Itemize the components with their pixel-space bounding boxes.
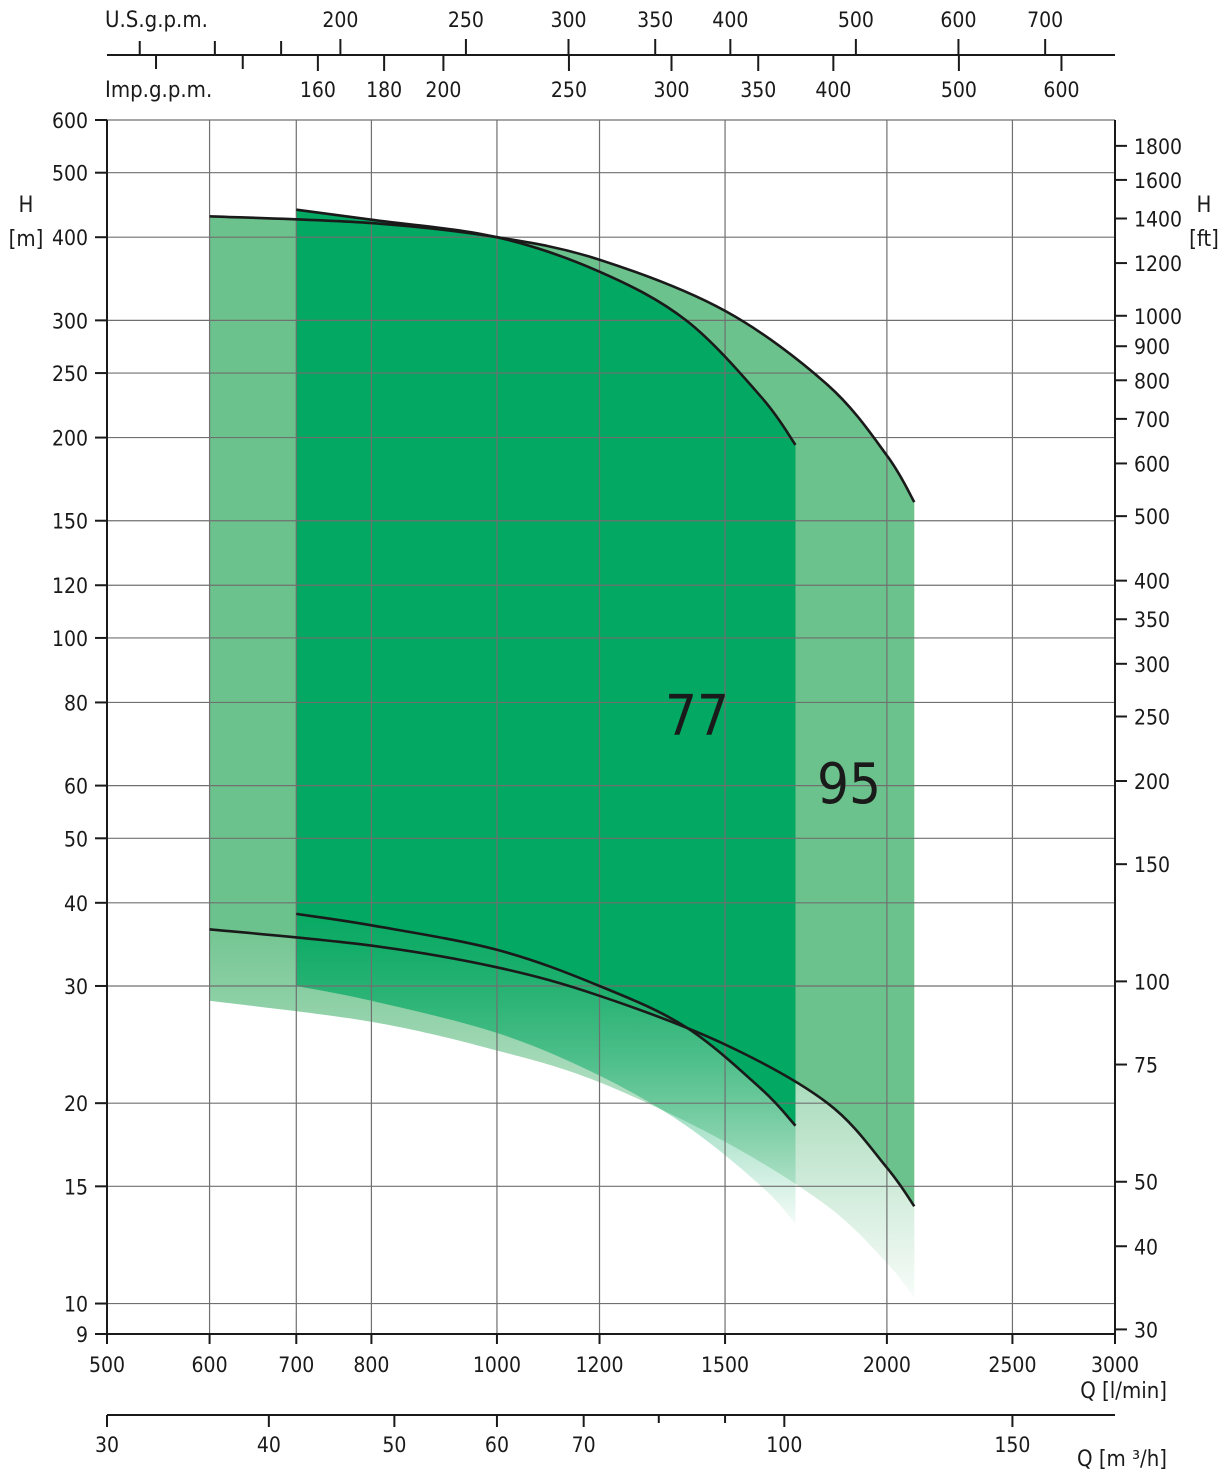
y-left-tick-label-50: 50 xyxy=(64,827,88,851)
impgpm-tick-label-500: 500 xyxy=(941,78,977,102)
y-right-tick-label-40: 40 xyxy=(1134,1235,1158,1259)
zone-95-lower-curve xyxy=(209,928,916,1208)
y-right-tick-label-600: 600 xyxy=(1134,452,1170,476)
x-tick-label-2000: 2000 xyxy=(863,1353,911,1377)
m3h-tick-label-50: 50 xyxy=(382,1433,406,1457)
y-right-tick-label-1800: 1800 xyxy=(1134,135,1182,159)
y-left-title-symbol: H xyxy=(19,193,34,218)
zone-95-upper-curve xyxy=(209,215,916,503)
usgpm-tick-label-400: 400 xyxy=(712,8,748,32)
usgpm-tick-label-300: 300 xyxy=(550,8,586,32)
y-left-tick-label-600: 600 xyxy=(52,109,88,133)
y-right-tick-label-50: 50 xyxy=(1134,1171,1158,1195)
y-left-tick-label-500: 500 xyxy=(52,162,88,186)
y-left-tick-label-150: 150 xyxy=(52,510,88,534)
y-left-tick-label-15: 15 xyxy=(64,1175,88,1199)
y-left-tick-label-200: 200 xyxy=(52,427,88,451)
x-bottom-title: Q [l/min] xyxy=(1080,1379,1167,1404)
tick-labels: 500 600 700 800 1000 1200 1500 2000 2500 3000 30 40… xyxy=(52,8,1182,1457)
impgpm-tick-label-350: 350 xyxy=(740,78,776,102)
y-left-tick-label-300: 300 xyxy=(52,309,88,333)
impgpm-tick-label-600: 600 xyxy=(1043,78,1079,102)
x-m3h-title: Q [m ³/h] xyxy=(1077,1447,1167,1472)
y-right-tick-label-75: 75 xyxy=(1134,1054,1158,1078)
usgpm-tick-label-250: 250 xyxy=(448,8,484,32)
x-tick-label-800: 800 xyxy=(353,1353,389,1377)
usgpm-tick-label-350: 350 xyxy=(637,8,673,32)
impgpm-tick-label-300: 300 xyxy=(653,78,689,102)
y-left-tick-label-120: 120 xyxy=(52,574,88,598)
usgpm-tick-label-500: 500 xyxy=(838,8,874,32)
impgpm-tick-label-250: 250 xyxy=(551,78,587,102)
x-tick-label-700: 700 xyxy=(278,1353,314,1377)
y-left-tick-label-400: 400 xyxy=(52,226,88,250)
y-right-title-symbol: H xyxy=(1197,193,1212,218)
m3h-tick-label-40: 40 xyxy=(257,1433,281,1457)
m3h-tick-label-70: 70 xyxy=(572,1433,596,1457)
x-tick-label-500: 500 xyxy=(89,1353,125,1377)
operating-zones xyxy=(209,209,915,1298)
axes xyxy=(106,54,1116,1416)
y-right-tick-label-1400: 1400 xyxy=(1134,208,1182,232)
x-tick-label-1500: 1500 xyxy=(701,1353,749,1377)
usgpm-tick-label-700: 700 xyxy=(1027,8,1063,32)
zone-95-fade xyxy=(209,929,915,1298)
impgpm-tick-label-160: 160 xyxy=(300,78,336,102)
y-right-tick-label-350: 350 xyxy=(1134,608,1170,632)
zone-77-fade xyxy=(296,913,796,1224)
impgpm-tick-label-200: 200 xyxy=(425,78,461,102)
m3h-tick-label-100: 100 xyxy=(766,1433,802,1457)
zone-77-upper-curve xyxy=(296,208,797,446)
impgpm-tick-label-400: 400 xyxy=(815,78,851,102)
impgpm-tick-label-180: 180 xyxy=(366,78,402,102)
m3h-tick-label-30: 30 xyxy=(95,1433,119,1457)
zone-77-lower-curve xyxy=(296,912,797,1127)
y-left-tick-label-30: 30 xyxy=(64,975,88,999)
usgpm-tick-label-600: 600 xyxy=(940,8,976,32)
y-left-tick-label-100: 100 xyxy=(52,627,88,651)
y-left-title-unit: [m] xyxy=(9,227,44,252)
y-right-title-unit: [ft] xyxy=(1189,227,1219,252)
y-right-tick-label-150: 150 xyxy=(1134,853,1170,877)
x-tick-label-1200: 1200 xyxy=(575,1353,623,1377)
y-left-tick-label-40: 40 xyxy=(64,892,88,916)
y-left-tick-label-60: 60 xyxy=(64,775,88,799)
usgpm-tick-label-200: 200 xyxy=(322,8,358,32)
y-left-tick-label-250: 250 xyxy=(52,362,88,386)
tick-marks xyxy=(95,39,1127,1427)
zone-77-label: 77 xyxy=(665,684,729,749)
y-right-tick-label-800: 800 xyxy=(1134,369,1170,393)
y-right-tick-label-400: 400 xyxy=(1134,570,1170,594)
impgpm-axis-title: Imp.g.p.m. xyxy=(105,78,212,103)
zone-77-area xyxy=(296,209,796,1126)
m3h-tick-label-60: 60 xyxy=(485,1433,509,1457)
y-right-tick-label-300: 300 xyxy=(1134,653,1170,677)
x-tick-label-600: 600 xyxy=(192,1353,228,1377)
y-right-tick-label-1200: 1200 xyxy=(1134,252,1182,276)
x-tick-label-3000: 3000 xyxy=(1091,1353,1139,1377)
y-right-tick-label-1600: 1600 xyxy=(1134,169,1182,193)
y-left-tick-label-80: 80 xyxy=(64,691,88,715)
y-right-tick-label-500: 500 xyxy=(1134,505,1170,529)
y-left-tick-label-10: 10 xyxy=(64,1293,88,1317)
m3h-tick-label-150: 150 xyxy=(994,1433,1030,1457)
y-left-tick-label-9: 9 xyxy=(76,1323,88,1347)
y-right-tick-label-200: 200 xyxy=(1134,770,1170,794)
y-left-tick-label-20: 20 xyxy=(64,1092,88,1116)
x-tick-label-2500: 2500 xyxy=(988,1353,1036,1377)
y-right-tick-label-1000: 1000 xyxy=(1134,305,1182,329)
y-right-tick-label-900: 900 xyxy=(1134,335,1170,359)
y-right-tick-label-100: 100 xyxy=(1134,970,1170,994)
y-right-tick-label-30: 30 xyxy=(1134,1318,1158,1342)
curves xyxy=(209,208,916,1208)
usgpm-axis-title: U.S.g.p.m. xyxy=(105,8,208,33)
y-right-tick-label-700: 700 xyxy=(1134,408,1170,432)
y-right-tick-label-250: 250 xyxy=(1134,706,1170,730)
zone-95-label: 95 xyxy=(817,752,881,817)
x-tick-label-1000: 1000 xyxy=(473,1353,521,1377)
